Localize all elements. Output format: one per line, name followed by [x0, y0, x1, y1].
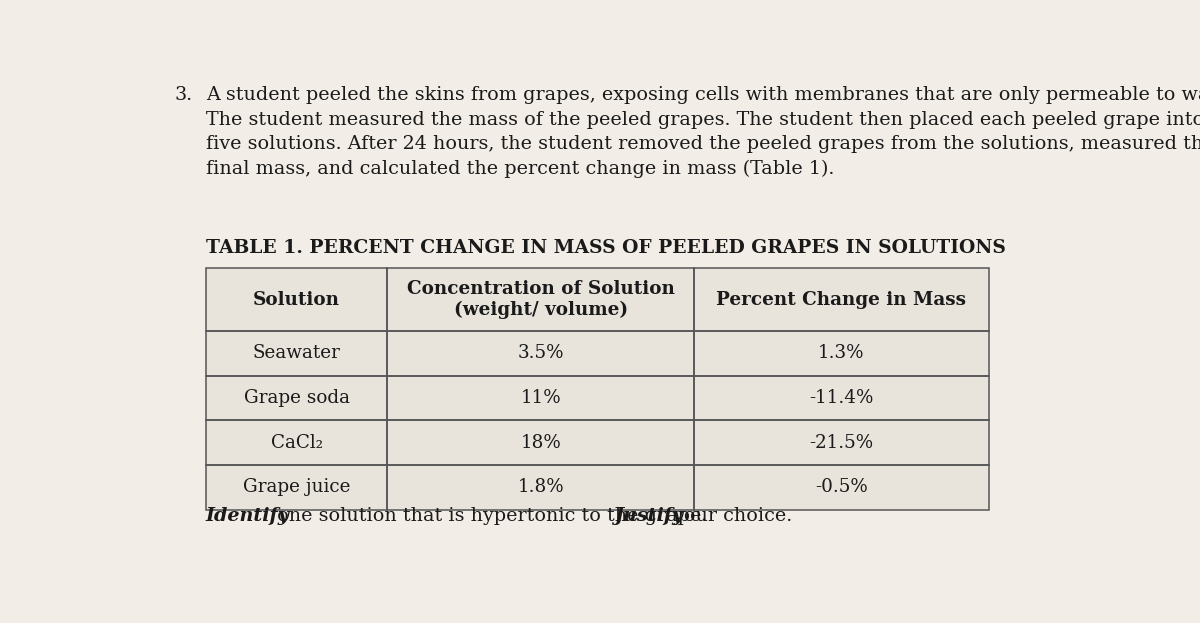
Bar: [695, 268, 989, 331]
Bar: [388, 268, 695, 331]
Bar: [388, 331, 695, 376]
Bar: [695, 268, 989, 331]
Bar: [388, 421, 695, 465]
Text: 3.5%: 3.5%: [517, 345, 564, 363]
Text: 18%: 18%: [521, 434, 562, 452]
Bar: [206, 331, 388, 376]
Text: your choice.: your choice.: [667, 507, 792, 525]
Text: Concentration of Solution
(weight/ volume): Concentration of Solution (weight/ volum…: [407, 280, 674, 319]
Bar: [206, 268, 388, 331]
Bar: [388, 465, 695, 510]
Text: A student peeled the skins from grapes, exposing cells with membranes that are o: A student peeled the skins from grapes, …: [206, 87, 1200, 178]
Bar: [695, 331, 989, 376]
Text: Grape soda: Grape soda: [244, 389, 349, 407]
Bar: [695, 421, 989, 465]
Text: -21.5%: -21.5%: [809, 434, 874, 452]
Text: Identify: Identify: [206, 507, 289, 525]
Text: one solution that is hypertonic to the grape.: one solution that is hypertonic to the g…: [271, 507, 713, 525]
Text: Grape juice: Grape juice: [242, 478, 350, 497]
Bar: [206, 465, 388, 510]
Bar: [695, 376, 989, 421]
Bar: [388, 421, 695, 465]
Bar: [206, 421, 388, 465]
Bar: [388, 465, 695, 510]
Bar: [388, 268, 695, 331]
Bar: [388, 331, 695, 376]
Bar: [388, 376, 695, 421]
Bar: [388, 376, 695, 421]
Bar: [695, 465, 989, 510]
Text: -0.5%: -0.5%: [815, 478, 868, 497]
Bar: [206, 331, 388, 376]
Text: 3.: 3.: [175, 87, 193, 104]
Text: CaCl₂: CaCl₂: [270, 434, 323, 452]
Text: Percent Change in Mass: Percent Change in Mass: [716, 290, 966, 308]
Text: -11.4%: -11.4%: [809, 389, 874, 407]
Text: Justify: Justify: [613, 507, 683, 525]
Bar: [695, 331, 989, 376]
Text: 1.3%: 1.3%: [818, 345, 865, 363]
Text: Solution: Solution: [253, 290, 340, 308]
Bar: [206, 465, 388, 510]
Bar: [206, 421, 388, 465]
Bar: [206, 376, 388, 421]
Bar: [206, 268, 388, 331]
Text: 1.8%: 1.8%: [517, 478, 564, 497]
Bar: [695, 421, 989, 465]
Text: 11%: 11%: [521, 389, 562, 407]
Text: Seawater: Seawater: [253, 345, 341, 363]
Text: TABLE 1. PERCENT CHANGE IN MASS OF PEELED GRAPES IN SOLUTIONS: TABLE 1. PERCENT CHANGE IN MASS OF PEELE…: [206, 239, 1006, 257]
Bar: [206, 376, 388, 421]
Bar: [695, 465, 989, 510]
Bar: [695, 376, 989, 421]
